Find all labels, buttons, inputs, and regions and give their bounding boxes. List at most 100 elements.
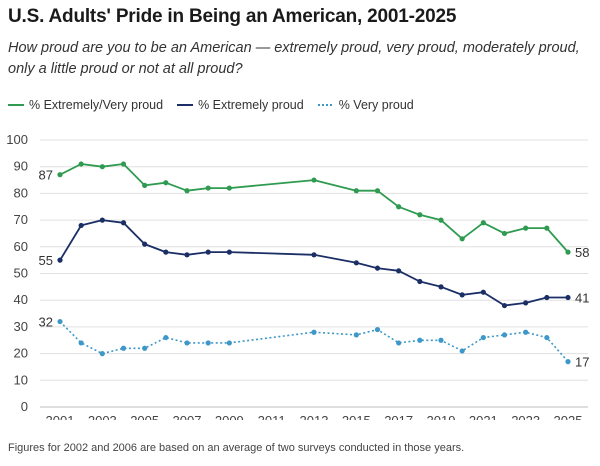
data-point-series-1 [523, 300, 529, 306]
data-point-series-2 [311, 329, 317, 335]
data-point-series-2 [374, 326, 381, 333]
legend-item-extremely-very: % Extremely/Very proud [8, 98, 163, 112]
data-point-series-1 [163, 249, 169, 255]
y-tick-label: 100 [6, 132, 28, 147]
series-line-0 [59, 163, 569, 253]
data-label: 41 [575, 291, 589, 306]
data-point-series-1 [438, 284, 444, 290]
data-point-series-1 [565, 294, 571, 301]
x-tick-label: 2013 [300, 413, 329, 420]
series-line-2 [59, 321, 569, 363]
y-tick-label: 70 [14, 212, 28, 227]
data-point-series-1 [374, 265, 381, 271]
data-point-series-0 [438, 217, 444, 223]
x-tick-label: 2023 [511, 413, 540, 420]
data-point-series-2 [353, 332, 359, 338]
legend-label-extremely-very: % Extremely/Very proud [29, 98, 164, 112]
data-point-series-2 [565, 359, 571, 365]
data-point-series-0 [544, 225, 550, 231]
data-point-series-0 [480, 220, 486, 226]
data-point-series-2 [459, 348, 465, 354]
data-point-series-2 [205, 340, 211, 346]
legend: % Extremely/Very proud % Extremely proud… [8, 98, 414, 112]
data-point-series-2 [480, 334, 486, 341]
x-tick-label: 2005 [130, 413, 159, 420]
data-point-series-2 [163, 334, 169, 341]
data-point-series-1 [226, 249, 232, 255]
data-label: 17 [575, 355, 589, 370]
data-point-series-1 [142, 241, 148, 247]
data-point-series-0 [57, 172, 63, 178]
line-chart: 0 10 20 30 40 50 60 70 80 90 100 2001 2003 2005 2007 20… [6, 132, 589, 420]
data-point-series-1 [459, 292, 465, 298]
x-tick-label: 2011 [258, 413, 286, 420]
y-tick-label: 10 [14, 372, 28, 387]
y-tick-label: 30 [14, 319, 28, 334]
data-point-series-1 [417, 278, 423, 285]
legend-item-very: % Very proud [317, 98, 414, 112]
data-point-series-2 [184, 340, 190, 346]
x-tick-label: 2007 [173, 413, 202, 420]
x-tick-label: 2001 [46, 413, 75, 420]
data-point-series-0 [99, 164, 105, 170]
data-point-series-0 [163, 180, 169, 186]
data-point-series-0 [78, 161, 84, 167]
data-point-series-0 [120, 161, 127, 167]
data-point-series-0 [565, 249, 571, 255]
data-point-series-1 [99, 217, 105, 223]
x-tick-label: 2019 [427, 413, 456, 420]
data-point-series-2 [501, 332, 508, 338]
data-point-series-1 [396, 268, 402, 274]
legend-swatch-extremely [177, 104, 194, 106]
x-tick-label: 2021 [469, 413, 498, 420]
y-tick-label: 40 [14, 292, 28, 307]
y-tick-label: 20 [14, 346, 28, 361]
data-point-series-0 [396, 204, 402, 210]
x-tick-label: 2003 [88, 413, 117, 420]
data-point-series-0 [353, 188, 359, 194]
data-point-series-0 [501, 230, 508, 237]
data-point-series-2 [78, 340, 84, 346]
data-point-series-0 [417, 212, 423, 218]
data-point-series-1 [353, 260, 359, 266]
legend-item-extremely: % Extremely proud [177, 98, 304, 112]
y-tick-label: 90 [14, 159, 28, 174]
data-point-series-2 [438, 337, 444, 343]
footnote: Figures for 2002 and 2006 are based on a… [8, 442, 465, 454]
data-point-series-0 [523, 225, 529, 231]
x-tick-label: 2017 [384, 413, 413, 420]
data-point-series-0 [184, 188, 190, 194]
legend-swatch-extremely-very [8, 104, 24, 106]
y-tick-label: 0 [21, 399, 28, 414]
data-point-series-0 [311, 177, 317, 183]
data-label: 32 [39, 315, 53, 330]
data-point-series-2 [417, 337, 423, 343]
x-tick-label: 2015 [342, 413, 371, 420]
x-tick-label: 2009 [215, 413, 244, 420]
y-tick-label: 50 [14, 266, 28, 281]
data-point-series-1 [57, 257, 63, 263]
data-point-series-0 [226, 185, 232, 191]
y-tick-label: 80 [14, 185, 28, 200]
data-point-series-2 [57, 318, 63, 325]
series-line-1 [59, 219, 568, 307]
data-point-series-0 [142, 182, 148, 188]
data-point-series-2 [99, 351, 105, 357]
data-point-series-1 [184, 252, 190, 258]
data-point-series-2 [142, 345, 148, 351]
data-point-series-1 [311, 252, 317, 258]
data-label: 87 [39, 168, 53, 183]
data-point-series-1 [501, 302, 508, 309]
data-point-series-1 [205, 249, 211, 255]
data-label: 55 [39, 253, 53, 268]
data-point-series-1 [480, 289, 486, 295]
data-point-series-2 [120, 345, 127, 351]
chart-title: U.S. Adults' Pride in Being an American,… [8, 6, 457, 27]
data-point-series-2 [396, 340, 402, 346]
chart-subtitle: How proud are you to be an American — ex… [8, 40, 580, 77]
data-point-series-1 [544, 294, 550, 301]
data-point-series-1 [120, 220, 127, 226]
legend-label-very: % Very proud [338, 98, 414, 112]
legend-swatch-very [317, 104, 334, 106]
